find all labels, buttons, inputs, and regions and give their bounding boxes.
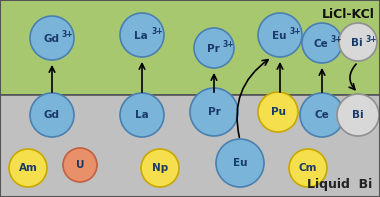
- Text: Ce: Ce: [315, 110, 329, 120]
- Text: Am: Am: [19, 163, 38, 173]
- Bar: [0, 95, 380, 197]
- Text: Cm: Cm: [299, 163, 317, 173]
- Text: La: La: [134, 31, 148, 41]
- Circle shape: [194, 28, 234, 68]
- Circle shape: [339, 23, 377, 61]
- Circle shape: [120, 93, 164, 137]
- Text: 3+: 3+: [289, 27, 301, 36]
- Text: Pr: Pr: [207, 107, 220, 117]
- Circle shape: [63, 148, 97, 182]
- Text: 3+: 3+: [366, 35, 377, 44]
- Text: 3+: 3+: [151, 27, 163, 36]
- Circle shape: [190, 88, 238, 136]
- Text: LiCl-KCl: LiCl-KCl: [322, 8, 375, 21]
- Circle shape: [216, 139, 264, 187]
- Circle shape: [300, 93, 344, 137]
- Text: 3+: 3+: [222, 40, 234, 49]
- Text: Liquid  Bi: Liquid Bi: [307, 178, 372, 191]
- Circle shape: [289, 149, 327, 187]
- Circle shape: [9, 149, 47, 187]
- Bar: [0, 0, 380, 95]
- Circle shape: [258, 92, 298, 132]
- Text: Bi: Bi: [351, 38, 363, 48]
- Text: Ce: Ce: [314, 39, 328, 49]
- Text: U: U: [76, 160, 84, 170]
- Circle shape: [258, 13, 302, 57]
- Circle shape: [120, 13, 164, 57]
- Text: 3+: 3+: [330, 35, 342, 44]
- Text: Gd: Gd: [44, 110, 60, 120]
- Text: Gd: Gd: [43, 34, 59, 44]
- Circle shape: [30, 93, 74, 137]
- Text: Pr: Pr: [207, 44, 219, 54]
- Circle shape: [30, 16, 74, 60]
- Text: Eu: Eu: [272, 31, 286, 41]
- Circle shape: [141, 149, 179, 187]
- Text: Np: Np: [152, 163, 168, 173]
- Text: Eu: Eu: [233, 158, 247, 168]
- Text: Pu: Pu: [271, 107, 285, 117]
- Text: Bi: Bi: [352, 110, 364, 120]
- Text: La: La: [135, 110, 149, 120]
- Circle shape: [337, 94, 379, 136]
- Text: 3+: 3+: [61, 30, 73, 39]
- Circle shape: [302, 23, 342, 63]
